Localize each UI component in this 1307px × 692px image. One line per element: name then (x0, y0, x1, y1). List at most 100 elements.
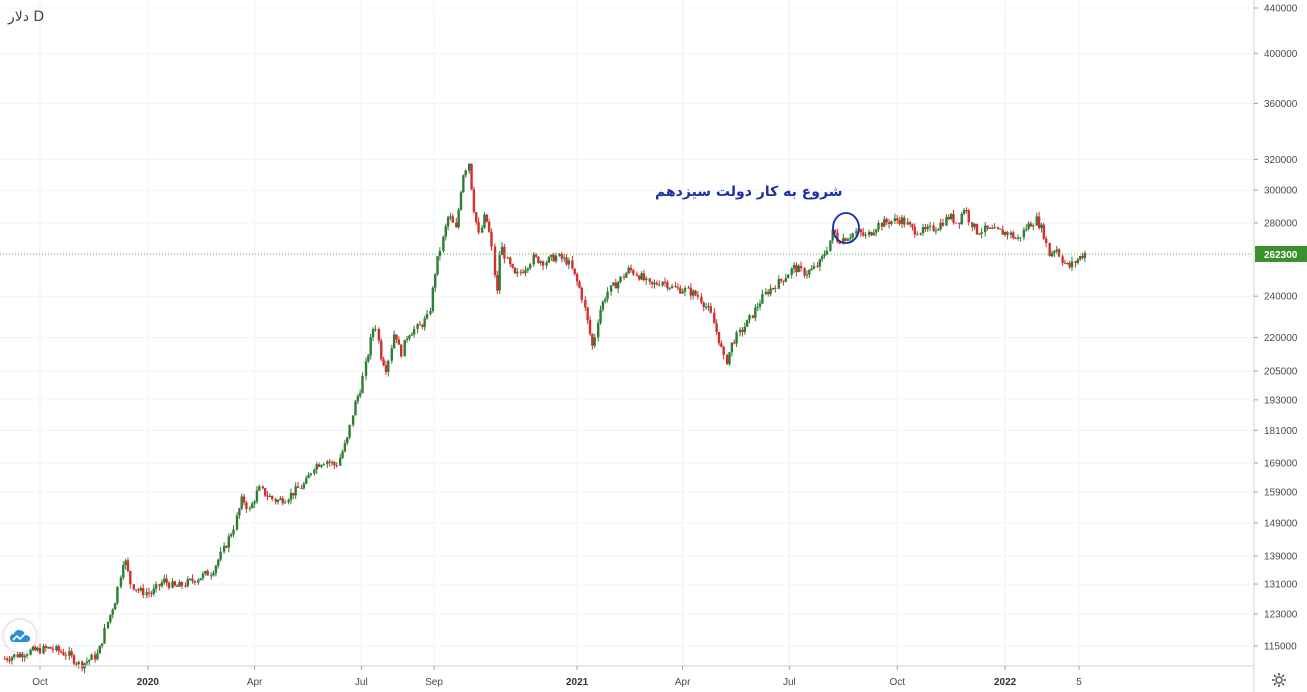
time-tick-label: 2020 (137, 677, 160, 688)
candle-body (670, 286, 674, 288)
candle-body (774, 287, 777, 289)
candle-body (967, 210, 970, 223)
time-tick-label: Sep (425, 677, 443, 688)
candle-body (253, 501, 256, 504)
candle-body (562, 257, 566, 259)
price-tick-label: 300000 (1264, 186, 1298, 197)
candle-body (462, 175, 465, 193)
candle-body (769, 288, 772, 295)
candle-body (635, 274, 639, 276)
candle-body (584, 299, 587, 308)
candle-body (348, 424, 351, 438)
candle-body (896, 218, 899, 221)
candle-body (988, 227, 992, 229)
tradingview-logo[interactable] (4, 620, 36, 652)
candle-body (558, 253, 561, 256)
candle-body (191, 578, 194, 582)
candle-body (913, 227, 917, 235)
candle-body (268, 495, 272, 497)
annotation-circle (832, 212, 860, 244)
candle-body (222, 546, 226, 552)
candle-body (292, 492, 295, 496)
candle-body (480, 227, 484, 233)
candle-body (537, 256, 540, 263)
candle-body (109, 614, 112, 622)
candle-body (240, 496, 243, 509)
candle-body (717, 331, 721, 344)
candles (3, 163, 1087, 674)
candle-body (945, 216, 948, 226)
candle-body (689, 287, 693, 296)
candle-body (867, 232, 871, 235)
symbol-label: دلار D (8, 9, 45, 25)
candle-body (1032, 225, 1035, 227)
candle-body (578, 281, 581, 288)
candle-body (803, 268, 806, 276)
candle-body (831, 229, 834, 241)
candle-body (653, 282, 656, 285)
candle-body (604, 299, 607, 302)
candle-body (93, 654, 97, 660)
candle-body (451, 216, 454, 223)
candle-body (464, 170, 467, 176)
candle-body (849, 237, 852, 240)
candle-body (193, 581, 196, 583)
price-tick-label: 400000 (1264, 49, 1298, 60)
time-tick-label: Jul (355, 677, 368, 688)
candle-body (554, 255, 558, 262)
price-tick-label: 360000 (1264, 99, 1298, 110)
candle-body (470, 163, 473, 190)
candle-body (1048, 243, 1051, 257)
candle-body (468, 163, 471, 171)
candle-body (1083, 253, 1087, 259)
candle-body (846, 239, 850, 241)
candle-body (616, 281, 620, 289)
candle-body (782, 280, 785, 282)
candle-body (309, 473, 313, 476)
candle-body (575, 274, 579, 282)
candle-body (199, 578, 202, 581)
price-tick-label: 240000 (1264, 292, 1298, 303)
candle-body (797, 265, 800, 273)
candle-body (374, 328, 377, 330)
candle-body (106, 621, 110, 628)
candle-body (18, 653, 22, 658)
candle-body (915, 234, 919, 236)
candle-body (694, 290, 697, 296)
candle-body (270, 495, 274, 499)
candle-body (696, 295, 700, 297)
price-axis[interactable]: 115000 123000 131000 139000 149000 159000 1690… (1254, 4, 1298, 653)
candle-body (823, 254, 826, 257)
candle-body (1068, 262, 1071, 268)
candle-body (887, 222, 891, 224)
candle-body (263, 488, 267, 496)
candle-body (908, 222, 912, 225)
candle-body (565, 257, 568, 265)
candle-body (629, 267, 633, 271)
candle-body (124, 560, 127, 566)
candle-body (1025, 228, 1028, 230)
candle-body (477, 221, 480, 233)
candle-body (735, 332, 738, 344)
candle-body (281, 498, 284, 504)
candle-body (72, 655, 76, 664)
time-tick-label: 2022 (994, 677, 1017, 688)
candle-body (493, 246, 497, 276)
price-tick-label: 169000 (1264, 458, 1298, 469)
candle-body (438, 250, 442, 256)
time-axis[interactable]: Oct 2020 Apr Jul Sep 2021 Apr Jul Oct 2022 5 (32, 666, 1082, 688)
candle-body (642, 273, 646, 281)
candle-body (371, 329, 375, 338)
candle-body (691, 290, 695, 296)
candle-body (687, 287, 690, 289)
candle-body (754, 307, 757, 318)
settings-gear-icon[interactable] (1270, 671, 1288, 689)
candle-body (545, 262, 548, 266)
candle-body (487, 221, 491, 232)
candle-body (934, 230, 938, 232)
candle-body (485, 214, 488, 222)
candle-body (113, 603, 117, 610)
candle-body (68, 651, 71, 656)
candle-body (210, 575, 213, 577)
